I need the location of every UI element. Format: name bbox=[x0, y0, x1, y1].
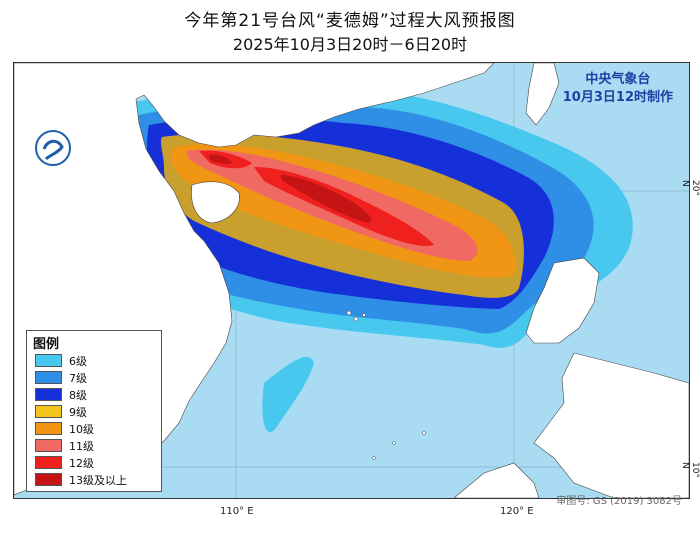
legend-swatch bbox=[35, 422, 62, 435]
legend-label: 10级 bbox=[69, 423, 94, 436]
lon-label-120: 120° E bbox=[500, 506, 534, 517]
issue-time: 10月3日12时制作 bbox=[562, 90, 673, 105]
wind-zone-13 bbox=[209, 154, 372, 223]
legend-title: 图例 bbox=[33, 337, 60, 352]
legend-label: 13级及以上 bbox=[69, 474, 127, 487]
legend-swatch bbox=[35, 439, 62, 452]
legend-label: 7级 bbox=[69, 372, 87, 385]
taiwan bbox=[525, 63, 560, 126]
borneo bbox=[453, 462, 540, 498]
legend-label: 8级 bbox=[69, 389, 87, 402]
south-wind-patch bbox=[262, 356, 314, 433]
lat-label-20: 20° N bbox=[680, 180, 700, 196]
legend-swatch bbox=[35, 473, 62, 486]
agency-label: 中央气象台 10月3日12时制作 bbox=[563, 71, 673, 107]
cma-logo-icon bbox=[34, 129, 72, 167]
luzon bbox=[525, 257, 600, 344]
legend-swatch bbox=[35, 405, 62, 418]
legend-swatch bbox=[35, 354, 62, 367]
legend-label: 12级 bbox=[69, 457, 94, 470]
legend-swatch bbox=[35, 456, 62, 469]
legend-label: 9级 bbox=[69, 406, 87, 419]
legend-label: 11级 bbox=[69, 440, 94, 453]
approval-number: 审图号: GS (2019) 3082号 bbox=[556, 496, 682, 507]
lon-label-110: 110° E bbox=[220, 506, 254, 517]
map-subtitle: 2025年10月3日20时－6日20时 bbox=[232, 35, 468, 54]
legend-label: 6级 bbox=[69, 355, 87, 368]
lat-label-10: 10° N bbox=[680, 462, 700, 478]
legend-swatch bbox=[35, 371, 62, 384]
hainan bbox=[191, 181, 240, 224]
legend: 图例 6级 7级 8级 9级 10级 11级 12级 13级及以上 bbox=[26, 330, 162, 492]
legend-swatch bbox=[35, 388, 62, 401]
islands bbox=[346, 310, 426, 460]
philippines bbox=[533, 352, 689, 498]
agency-name: 中央气象台 bbox=[585, 72, 651, 87]
map-title: 今年第21号台风“麦德姆”过程大风预报图 bbox=[184, 11, 516, 31]
